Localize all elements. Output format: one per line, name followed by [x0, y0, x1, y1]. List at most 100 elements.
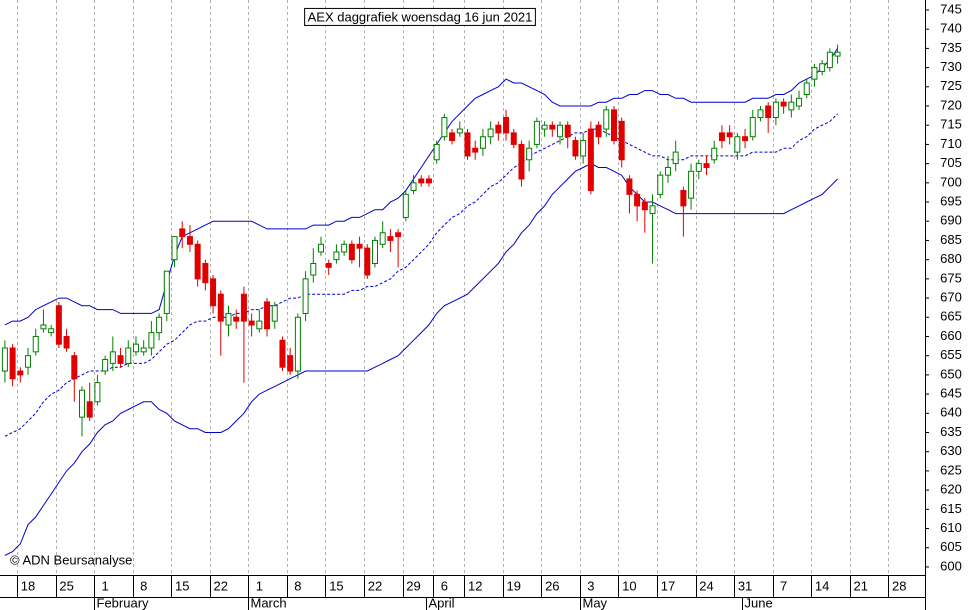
- month-label: April: [429, 595, 455, 610]
- candle-body: [826, 51, 833, 69]
- y-tick-label: 600: [940, 558, 962, 573]
- candle-body: [649, 205, 656, 215]
- candle-body: [610, 109, 617, 142]
- x-tick-label: 31: [738, 578, 752, 593]
- candle-body: [217, 293, 224, 322]
- candle-body: [109, 351, 116, 364]
- month-label: March: [251, 595, 287, 610]
- candle-body: [711, 147, 718, 161]
- candle-body: [680, 190, 687, 207]
- y-tick-label: 620: [940, 482, 962, 497]
- candle-body: [541, 124, 548, 130]
- candle-body: [132, 343, 139, 353]
- candle-body: [194, 243, 201, 280]
- x-tick-label: 25: [59, 578, 73, 593]
- x-tick-label: 15: [329, 578, 343, 593]
- candle-body: [32, 335, 39, 353]
- candle-body: [287, 355, 294, 372]
- x-tick-label: 6: [441, 578, 448, 593]
- candle-body: [641, 201, 648, 211]
- candle-body: [472, 147, 479, 153]
- x-tick-label: 28: [892, 578, 906, 593]
- candle-body: [202, 262, 209, 284]
- candle-body: [510, 132, 517, 145]
- x-tick-label: 8: [294, 578, 301, 593]
- candle-body: [734, 136, 741, 153]
- candle-body: [495, 124, 502, 134]
- candle-body: [742, 136, 749, 142]
- candle-body: [333, 251, 340, 261]
- x-tick-label: 1: [102, 578, 109, 593]
- y-tick-label: 735: [940, 40, 962, 55]
- y-tick-label: 745: [940, 1, 962, 16]
- x-tick-label: 15: [175, 578, 189, 593]
- candle-body: [503, 117, 510, 134]
- candle-body: [186, 236, 193, 245]
- candle-body: [618, 120, 625, 161]
- candle-body: [348, 243, 355, 261]
- y-tick-label: 730: [940, 59, 962, 74]
- y-tick-label: 655: [940, 347, 962, 362]
- candle-body: [564, 124, 571, 138]
- month-label: May: [583, 595, 608, 610]
- candle-body: [587, 128, 594, 192]
- candle-body: [557, 124, 564, 138]
- candle-body: [464, 132, 471, 157]
- x-tick-label: 24: [699, 578, 713, 593]
- candle-body: [318, 243, 325, 253]
- y-tick-label: 705: [940, 155, 962, 170]
- y-tick-label: 715: [940, 117, 962, 132]
- candle-body: [9, 347, 16, 380]
- y-tick-label: 665: [940, 309, 962, 324]
- candle-body: [156, 316, 163, 334]
- candle-body: [688, 170, 695, 199]
- candle-body: [410, 182, 417, 192]
- candle-body: [86, 401, 93, 418]
- candle-body: [695, 163, 702, 172]
- y-tick-label: 740: [940, 21, 962, 36]
- candle-body: [279, 339, 286, 368]
- candle-body: [526, 147, 533, 161]
- candle-body: [580, 140, 587, 157]
- candle-body: [772, 101, 779, 119]
- candle-body: [425, 178, 432, 184]
- y-tick-label: 685: [940, 232, 962, 247]
- candle-body: [456, 128, 463, 134]
- candle-body: [102, 359, 109, 372]
- y-tick-label: 650: [940, 366, 962, 381]
- candle-body: [603, 109, 610, 130]
- candle-body: [664, 166, 671, 176]
- candle-body: [125, 347, 132, 364]
- candle-body: [657, 174, 664, 195]
- candle-body: [449, 132, 456, 142]
- chart-title: AEX daggrafiek woensdag 16 jun 2021: [308, 9, 533, 24]
- x-tick-label: 18: [21, 578, 35, 593]
- y-tick-label: 625: [940, 462, 962, 477]
- x-tick-label: 14: [815, 578, 829, 593]
- x-tick-label: 8: [140, 578, 147, 593]
- candle-body: [63, 335, 70, 349]
- y-tick-label: 680: [940, 251, 962, 266]
- month-label: June: [745, 595, 773, 610]
- candle-body: [395, 232, 402, 238]
- x-tick-label: 26: [545, 578, 559, 593]
- x-tick-label: 7: [780, 578, 787, 593]
- candle-body: [79, 389, 85, 418]
- candle-body: [749, 117, 756, 138]
- x-tick-label: 22: [368, 578, 382, 593]
- y-tick-label: 660: [940, 328, 962, 343]
- y-tick-label: 615: [940, 501, 962, 516]
- candle-body: [379, 232, 386, 245]
- band-upper: [4, 48, 839, 326]
- band-lower: [4, 163, 838, 556]
- y-tick-label: 605: [940, 539, 962, 554]
- x-tick-label: 19: [507, 578, 521, 593]
- candle-body: [780, 101, 787, 107]
- candle-body: [634, 193, 641, 207]
- candle-body: [672, 151, 679, 165]
- candle-body: [341, 243, 348, 253]
- candle-body: [117, 355, 124, 364]
- candle-body: [233, 316, 240, 322]
- candle-body: [48, 328, 55, 334]
